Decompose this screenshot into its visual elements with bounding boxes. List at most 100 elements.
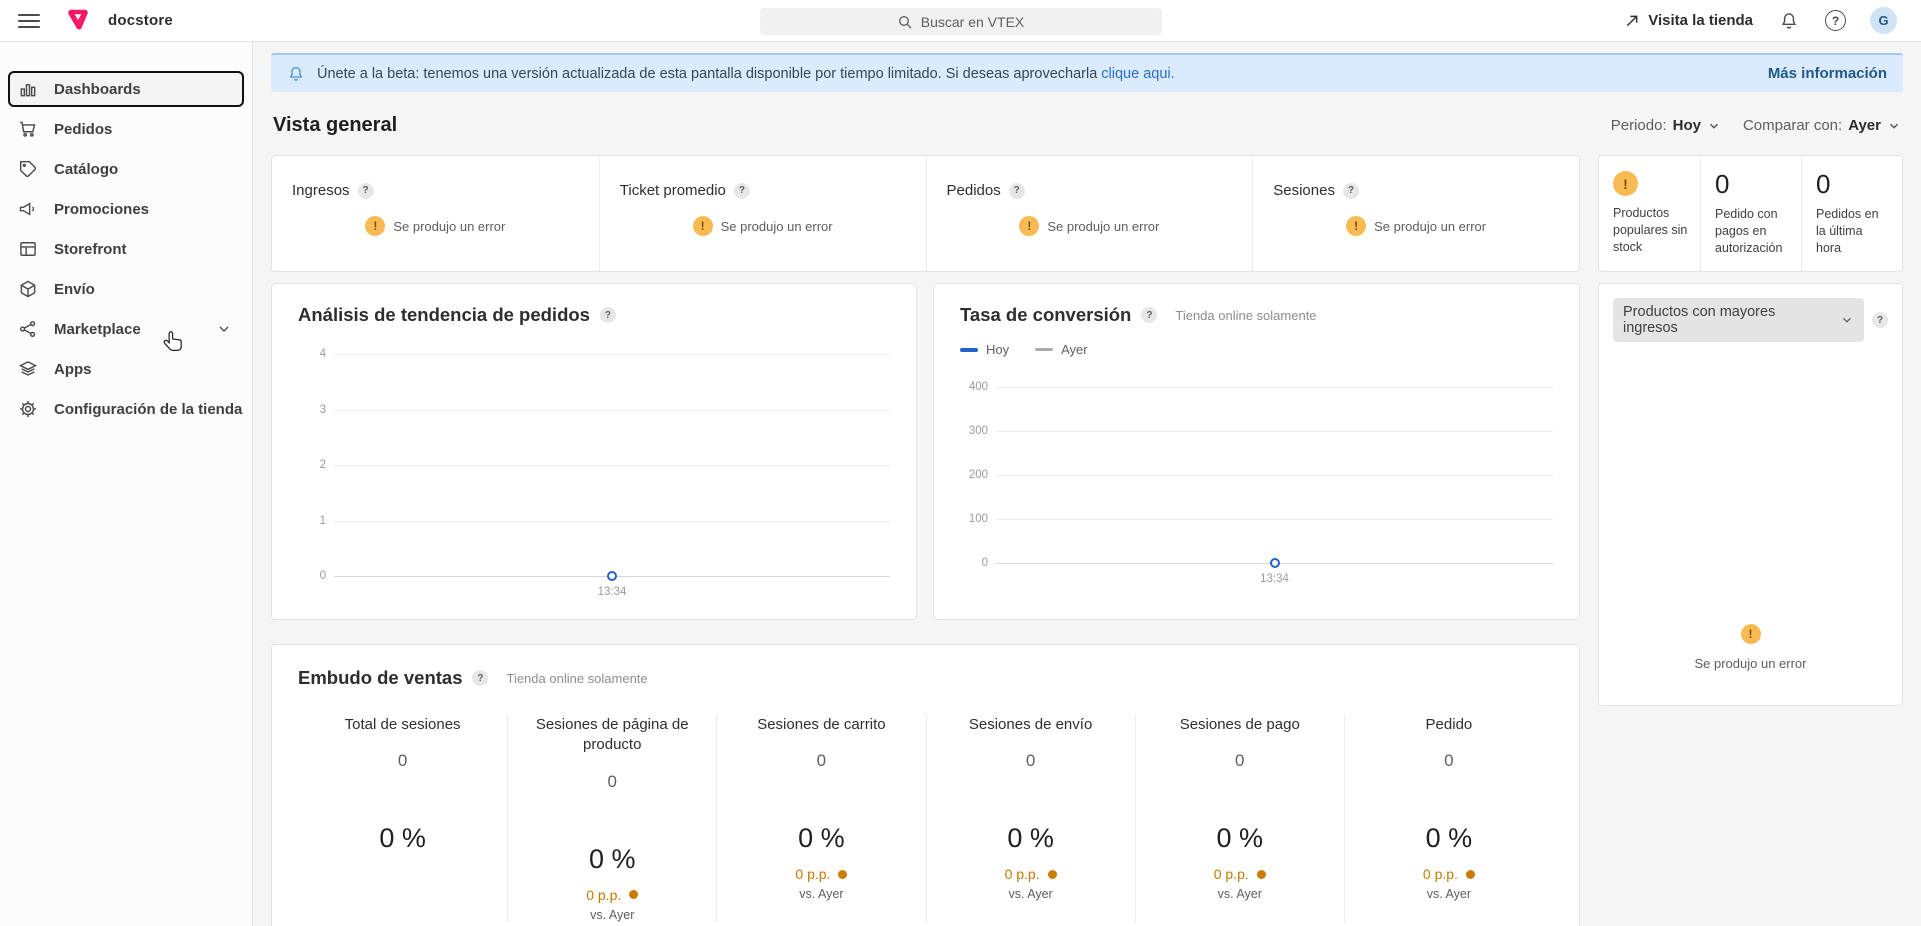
y-tick: 0 bbox=[319, 570, 326, 582]
y-tick: 4 bbox=[319, 348, 326, 360]
sidebar-item-label: Promociones bbox=[54, 200, 150, 218]
help-icon[interactable]: ? bbox=[1825, 10, 1846, 31]
y-tick: 2 bbox=[319, 459, 326, 471]
stat-pagos-autorizacion: 0 Pedido con pagos en autorización bbox=[1700, 156, 1801, 271]
y-tick: 100 bbox=[968, 513, 988, 525]
top-products-card: Productos con mayores ingresos ? ! Se pr… bbox=[1598, 283, 1903, 706]
kpi-ticket-promedio: Ticket promedio ? ! Se produjo un error bbox=[598, 156, 926, 271]
search-icon bbox=[897, 14, 913, 30]
compare-value: Ayer bbox=[1848, 117, 1881, 134]
sidebar-item-envio[interactable]: Envío bbox=[0, 269, 252, 309]
data-point[interactable] bbox=[607, 571, 617, 581]
help-icon[interactable]: ? bbox=[599, 307, 616, 323]
funnel-col-pagina-producto: Sesiones de página de producto 0 0 % 0 p… bbox=[507, 715, 716, 922]
y-tick: 400 bbox=[968, 381, 988, 393]
legend-hoy: Hoy bbox=[960, 342, 1009, 357]
visit-store-label: Visita la tienda bbox=[1648, 12, 1753, 29]
period-select[interactable]: Periodo: Hoy bbox=[1611, 117, 1721, 134]
help-icon[interactable]: ? bbox=[733, 182, 750, 199]
quick-stats-card: ! Productos populares sin stock 0 Pedido… bbox=[1598, 155, 1903, 272]
menu-icon[interactable] bbox=[18, 10, 40, 32]
chart-legend: Hoy Ayer bbox=[960, 342, 1553, 357]
search-input[interactable]: Buscar en VTEX bbox=[759, 8, 1162, 35]
funnel-title: Embudo de ventas bbox=[298, 667, 463, 688]
sidebar-item-promociones[interactable]: Promociones bbox=[0, 189, 252, 229]
share-network-icon bbox=[18, 319, 38, 339]
y-tick: 1 bbox=[319, 514, 326, 527]
kpi-label: Ingresos bbox=[292, 182, 350, 199]
sidebar-item-label: Storefront bbox=[54, 240, 127, 258]
funnel-col-carrito: Sesiones de carrito 0 0 % 0 p.p. vs. Aye… bbox=[716, 715, 925, 922]
help-glyph: ? bbox=[1831, 13, 1840, 28]
chart-title: Tasa de conversión bbox=[960, 304, 1132, 325]
y-tick: 0 bbox=[981, 557, 988, 569]
filters: Periodo: Hoy Comparar con: Ayer bbox=[1611, 117, 1901, 134]
orders-trend-chart: Análisis de tendencia de pedidos ? 4 3 2… bbox=[271, 283, 917, 620]
orange-dot-icon bbox=[838, 869, 848, 879]
sidebar-item-label: Configuración de la tienda bbox=[54, 400, 243, 418]
error-text: Se produjo un error bbox=[1694, 656, 1807, 671]
main-content: Únete a la beta: tenemos una versión act… bbox=[253, 42, 1921, 926]
notifications-bell-icon[interactable] bbox=[1777, 9, 1801, 33]
sidebar-item-label: Apps bbox=[54, 360, 92, 378]
topbar: docstore Buscar en VTEX Visita la tienda… bbox=[0, 0, 1921, 42]
megaphone-icon bbox=[18, 199, 38, 219]
cart-icon bbox=[18, 119, 38, 139]
help-icon[interactable]: ? bbox=[1008, 182, 1025, 199]
sidebar-item-label: Pedidos bbox=[54, 120, 113, 138]
sidebar-item-storefront[interactable]: Storefront bbox=[0, 229, 252, 269]
banner-bell-icon bbox=[287, 65, 305, 83]
visit-store-button[interactable]: Visita la tienda bbox=[1624, 12, 1753, 29]
help-icon[interactable]: ? bbox=[1872, 312, 1888, 328]
funnel-subtitle: Tienda online solamente bbox=[506, 670, 648, 686]
page-header: Vista general Periodo: Hoy Comparar con:… bbox=[273, 114, 1901, 137]
help-icon[interactable]: ? bbox=[1342, 182, 1359, 199]
brand: docstore bbox=[66, 9, 173, 33]
avatar-initial: G bbox=[1878, 13, 1889, 28]
sidebar-item-configuracion[interactable]: Configuración de la tienda bbox=[0, 389, 252, 429]
sidebar-item-label: Marketplace bbox=[54, 320, 141, 338]
search-placeholder: Buscar en VTEX bbox=[920, 13, 1025, 30]
top-products-select-label: Productos con mayores ingresos bbox=[1623, 304, 1776, 336]
stat-ultima-hora: 0 Pedidos en la última hora bbox=[1801, 156, 1902, 271]
banner-text: Únete a la beta: tenemos una versión act… bbox=[317, 66, 1175, 82]
user-avatar[interactable]: G bbox=[1870, 7, 1897, 34]
vtex-logo-icon bbox=[66, 9, 90, 33]
sidebar-item-catalogo[interactable]: Catálogo bbox=[0, 149, 252, 189]
banner-link[interactable]: clique aqui. bbox=[1101, 65, 1175, 82]
error-text: Se produjo un error bbox=[393, 218, 506, 234]
sidebar-item-label: Catálogo bbox=[54, 160, 119, 178]
chevron-down-icon bbox=[216, 321, 232, 337]
orange-dot-icon bbox=[1047, 869, 1057, 879]
sidebar-item-marketplace[interactable]: Marketplace bbox=[0, 309, 252, 349]
layers-icon bbox=[18, 359, 38, 379]
y-tick: 200 bbox=[968, 469, 988, 481]
external-link-icon bbox=[1624, 13, 1640, 29]
sidebar-item-pedidos[interactable]: Pedidos bbox=[0, 109, 252, 149]
help-icon[interactable]: ? bbox=[357, 182, 374, 199]
legend-ayer: Ayer bbox=[1035, 342, 1088, 357]
help-icon[interactable]: ? bbox=[472, 670, 489, 686]
x-tick: 13:34 bbox=[597, 586, 627, 598]
package-icon bbox=[18, 279, 38, 299]
orange-dot-icon bbox=[1256, 869, 1266, 879]
banner-more-info-link[interactable]: Más información bbox=[1767, 65, 1887, 82]
store-name: docstore bbox=[108, 12, 173, 29]
x-tick: 13:34 bbox=[1260, 573, 1289, 585]
kpi-label: Pedidos bbox=[946, 182, 1001, 199]
data-point[interactable] bbox=[1269, 558, 1280, 568]
beta-banner: Únete a la beta: tenemos una versión act… bbox=[271, 53, 1903, 92]
kpi-sesiones: Sesiones ? ! Se produjo un error bbox=[1252, 156, 1579, 271]
compare-select[interactable]: Comparar con: Ayer bbox=[1743, 117, 1901, 134]
help-icon[interactable]: ? bbox=[1141, 307, 1158, 323]
compare-label: Comparar con: bbox=[1742, 117, 1843, 134]
kpi-label: Sesiones bbox=[1273, 182, 1335, 199]
funnel-col-envio: Sesiones de envío 0 0 % 0 p.p. vs. Ayer bbox=[925, 715, 1135, 922]
top-products-select[interactable]: Productos con mayores ingresos bbox=[1613, 298, 1864, 342]
sidebar-item-dashboards[interactable]: Dashboards bbox=[8, 71, 244, 107]
error-text: Se produjo un error bbox=[1047, 218, 1160, 234]
warning-icon: ! bbox=[1613, 171, 1638, 196]
sidebar-item-apps[interactable]: Apps bbox=[0, 349, 252, 389]
warning-icon: ! bbox=[1740, 624, 1761, 644]
stat-productos-sin-stock: ! Productos populares sin stock bbox=[1599, 156, 1700, 271]
